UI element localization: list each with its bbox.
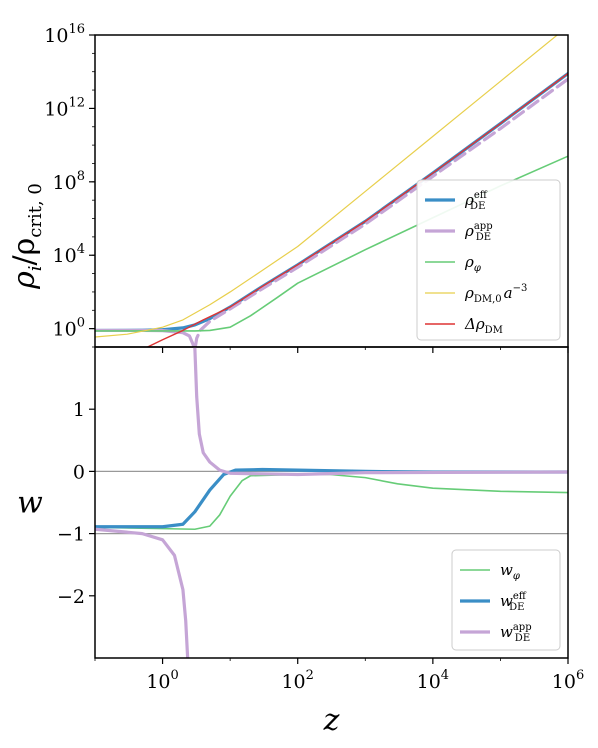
- legend-box: [451, 549, 561, 651]
- x-tick-label: 104: [417, 668, 449, 693]
- series-line-rho_dm0: [95, 35, 559, 338]
- legend: wφ weff DE wapp DE: [451, 549, 561, 651]
- series-line-rho_app: [95, 527, 190, 658]
- series-line-delta_dm: [146, 72, 568, 347]
- legend-label: ρeff DE: [464, 190, 488, 212]
- y-tick-label: 104: [53, 242, 85, 267]
- legend-label: ρφ: [464, 253, 481, 274]
- legend-box: [416, 179, 561, 341]
- series-line-rho_app: [95, 328, 196, 347]
- plot-frame: [94, 346, 569, 659]
- x-tick-label: 100: [146, 668, 178, 693]
- axis-labels: ρi/ρcrit, 0 w z: [7, 183, 340, 738]
- series-line-rho_phi: [95, 473, 568, 531]
- series-line-rho_app: [193, 347, 568, 477]
- legend-label: ρapp DE: [464, 221, 493, 243]
- series-line-rho_app-dashed: [193, 77, 568, 347]
- y-tick-label: 0: [73, 461, 85, 483]
- x-tick-label: 106: [552, 668, 584, 693]
- legend-label: ΔρDM: [464, 315, 503, 336]
- legend-label: weff DE: [500, 591, 527, 613]
- density-panel: 100 104 108 1012 1016 ρeff DE ρapp DE ρφ ρDM,0 a−3 Δ…: [44, 22, 569, 353]
- y-tick-label: −1: [57, 524, 85, 546]
- y-tick-label: 108: [53, 169, 85, 194]
- y-tick-label: 100: [53, 316, 85, 341]
- legend-label: ρDM,0 a−3: [464, 283, 527, 305]
- y-axis-label-bottom: w: [17, 486, 43, 521]
- legend-label: wapp DE: [500, 622, 532, 644]
- y-tick-label: 1016: [44, 22, 85, 47]
- y-tick-label: 1: [73, 399, 85, 421]
- equation-of-state-panel: 1 0 −1 −2 100 102 104 106 wφ weff DE wapp DE: [57, 346, 584, 693]
- legend: ρeff DE ρapp DE ρφ ρDM,0 a−3 ΔρDM: [416, 179, 561, 341]
- y-tick-label: 1012: [44, 95, 85, 120]
- x-tick-label: 102: [281, 668, 313, 693]
- legend-label: wφ: [500, 561, 520, 582]
- series-line-rho_eff: [95, 467, 568, 529]
- y-axis-label-top: ρi/ρcrit, 0: [7, 183, 46, 290]
- x-axis-label: z: [323, 703, 340, 738]
- y-tick-label: −2: [57, 586, 85, 608]
